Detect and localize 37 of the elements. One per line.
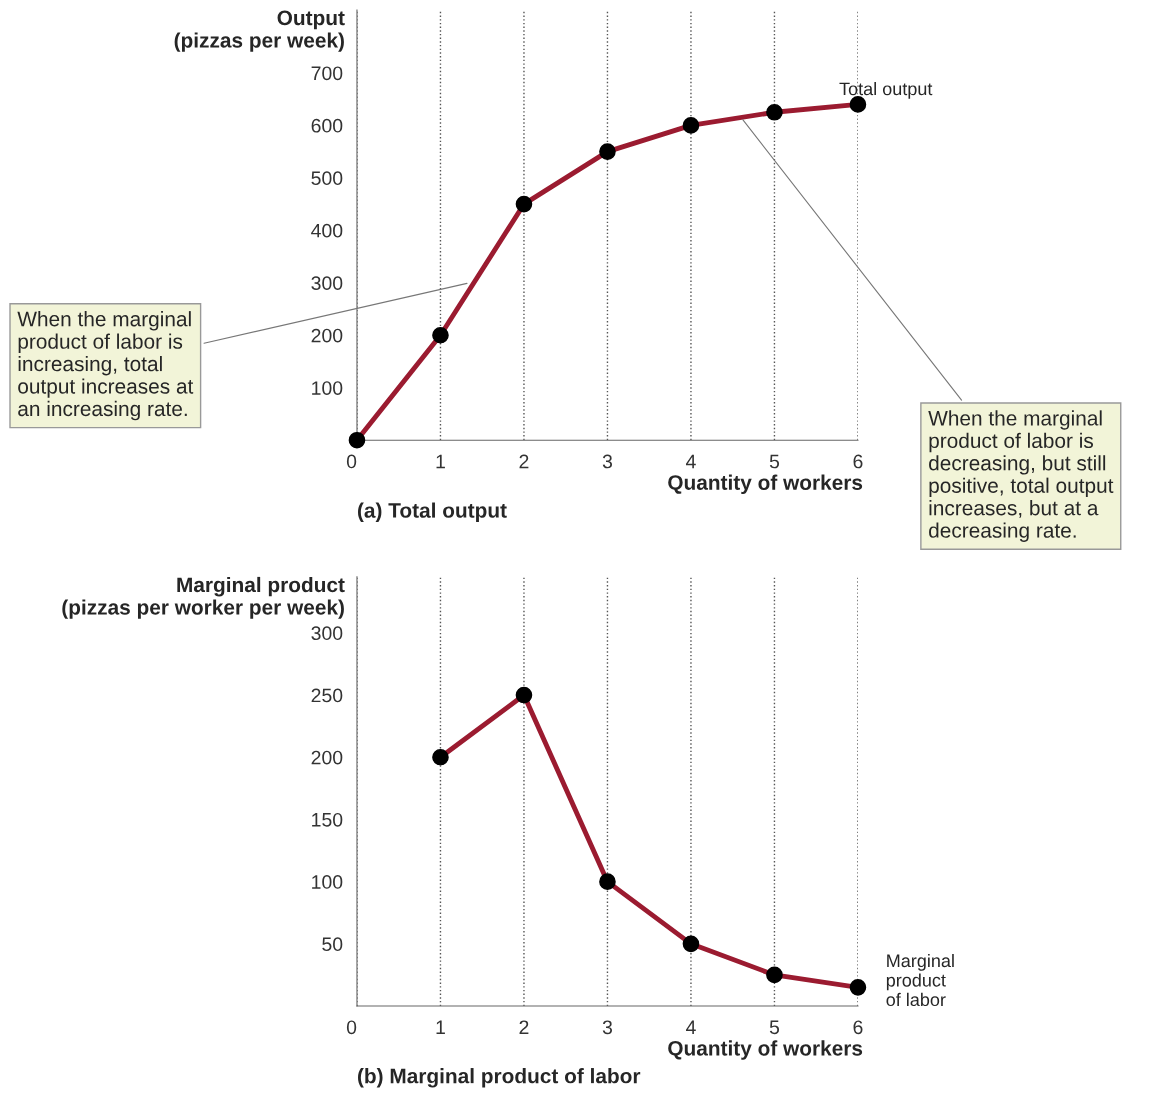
annotation: When the marginal product of labor is increasing, total output increases at an increasing rate. xyxy=(17,311,194,421)
series-label: Marginal product of labor xyxy=(886,953,954,1007)
y-tick-label: 150 xyxy=(312,812,343,827)
y-tick-label: 600 xyxy=(311,118,343,133)
y-tick-label: 300 xyxy=(311,626,343,641)
y-tick-label: 100 xyxy=(312,381,343,395)
x-tick-label: 2 xyxy=(519,1020,529,1034)
annotation: When the marginal product of labor is decreasing, but still positive, total output increases, but at a decreasing rate. xyxy=(928,410,1114,542)
y-tick-label: 700 xyxy=(311,66,343,81)
text: (a) Total output xyxy=(358,502,507,522)
y-axis-title: Marginal product (pizzas per worker per week) xyxy=(62,576,345,619)
x-tick-label: 5 xyxy=(769,1020,780,1035)
y-tick-label: 50 xyxy=(322,937,343,952)
text: (b) Marginal product of labor xyxy=(358,1068,641,1088)
y-tick-label: 400 xyxy=(311,223,343,238)
x-tick-label: 3 xyxy=(602,454,613,469)
y-tick-label: 200 xyxy=(311,750,343,765)
x-tick-label: 4 xyxy=(685,454,696,469)
y-tick-label: 500 xyxy=(311,171,343,186)
x-tick-label: 5 xyxy=(769,454,780,469)
x-axis-title: Quantity of workers xyxy=(668,474,863,495)
x-tick-label: 3 xyxy=(602,1020,613,1035)
x-tick-label: 4 xyxy=(685,1020,696,1034)
x-tick-label: 0 xyxy=(346,1020,357,1035)
y-tick-label: 100 xyxy=(312,875,343,889)
x-tick-label: 1 xyxy=(436,1020,445,1034)
x-tick-label: 6 xyxy=(853,1020,863,1035)
y-axis-title: Output (pizzas per week) xyxy=(174,10,345,52)
series-label: Total output xyxy=(839,82,933,99)
x-tick-label: 2 xyxy=(519,454,529,469)
x-tick-label: 1 xyxy=(436,454,445,469)
y-tick-label: 300 xyxy=(311,276,343,291)
x-axis-title: Quantity of workers xyxy=(668,1040,863,1060)
y-tick-label: 200 xyxy=(311,328,343,343)
x-tick-label: 0 xyxy=(346,454,357,469)
y-tick-label: 250 xyxy=(311,688,343,703)
x-tick-label: 6 xyxy=(853,454,863,469)
